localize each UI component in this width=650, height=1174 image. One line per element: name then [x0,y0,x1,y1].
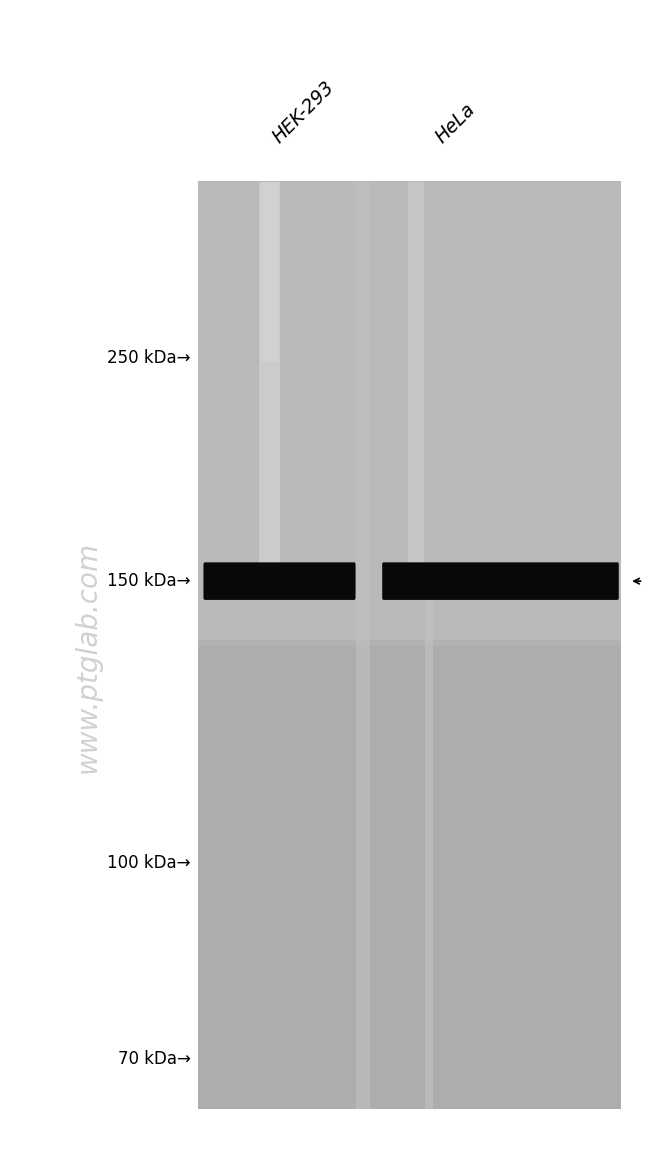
FancyBboxPatch shape [382,562,619,600]
Bar [425,581,433,1109]
FancyBboxPatch shape [203,562,356,600]
Bar [356,182,370,1109]
Text: 100 kDa→: 100 kDa→ [107,853,190,872]
Text: HeLa: HeLa [432,100,479,147]
Text: www.ptglab.com: www.ptglab.com [73,541,102,774]
Bar [198,182,621,646]
Text: 250 kDa→: 250 kDa→ [107,349,190,367]
Bar [259,182,280,581]
Bar [408,182,424,581]
Bar [261,182,278,362]
Text: 150 kDa→: 150 kDa→ [107,572,190,591]
Text: HEK-293: HEK-293 [269,77,339,147]
Text: 70 kDa→: 70 kDa→ [118,1050,190,1068]
